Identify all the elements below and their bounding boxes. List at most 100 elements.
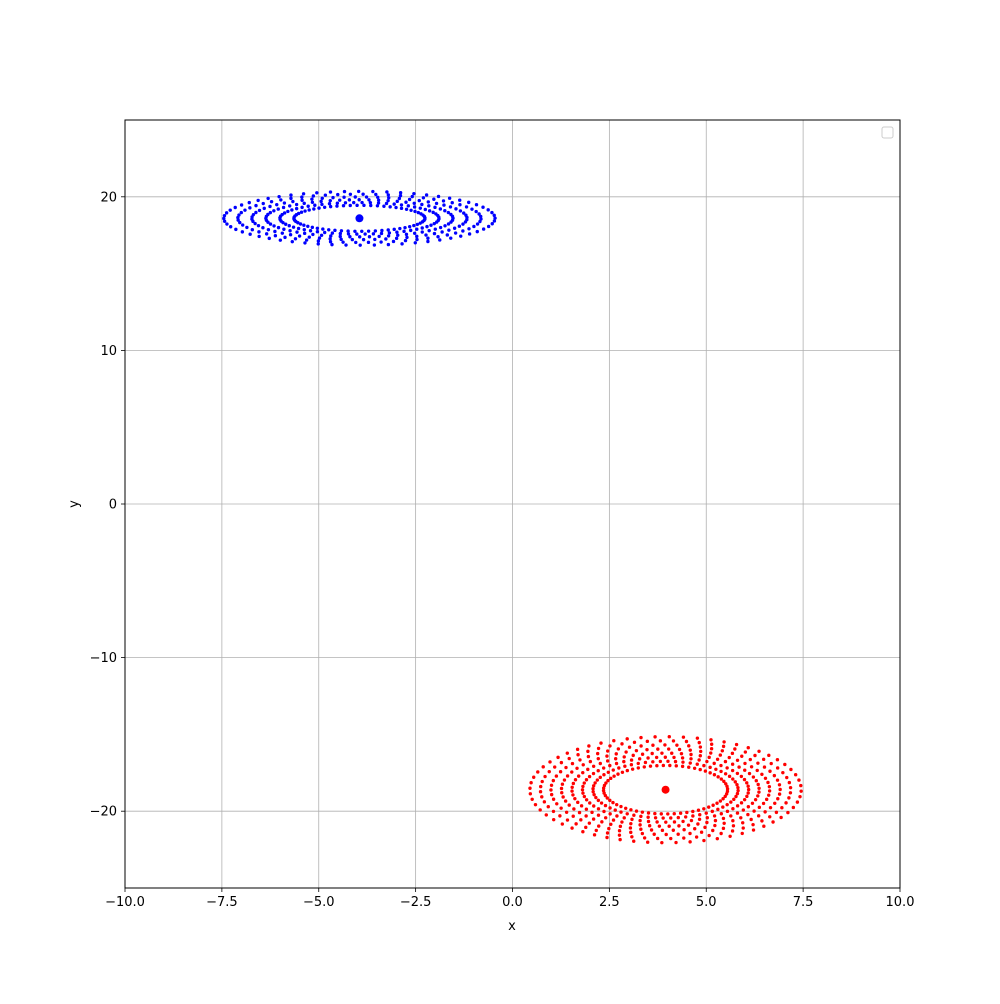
data-point bbox=[653, 811, 657, 816]
data-point bbox=[574, 822, 578, 826]
data-point bbox=[727, 755, 731, 760]
data-point bbox=[685, 810, 689, 815]
data-point bbox=[766, 780, 770, 785]
data-point bbox=[581, 829, 585, 834]
data-point bbox=[793, 773, 798, 777]
data-point bbox=[730, 829, 735, 833]
data-point bbox=[735, 771, 740, 776]
data-point bbox=[721, 805, 725, 809]
data-point bbox=[666, 759, 670, 764]
data-point bbox=[724, 782, 728, 786]
data-point bbox=[490, 222, 494, 226]
data-point bbox=[734, 742, 739, 747]
data-point bbox=[740, 831, 744, 836]
data-point bbox=[643, 760, 648, 765]
data-point bbox=[697, 758, 701, 762]
center-point bbox=[355, 214, 364, 223]
data-point bbox=[671, 739, 676, 743]
data-point bbox=[582, 794, 587, 799]
data-point bbox=[697, 740, 701, 745]
data-point bbox=[436, 194, 441, 199]
data-point bbox=[736, 785, 740, 790]
data-point bbox=[549, 792, 554, 797]
data-point bbox=[459, 234, 463, 238]
data-point bbox=[587, 744, 591, 748]
data-point bbox=[692, 766, 697, 770]
data-point bbox=[647, 824, 652, 828]
data-point bbox=[605, 796, 609, 800]
data-point bbox=[719, 812, 724, 816]
data-point bbox=[438, 238, 442, 242]
data-point bbox=[757, 805, 762, 810]
data-point bbox=[615, 814, 619, 818]
data-point bbox=[732, 797, 736, 802]
data-point bbox=[458, 203, 462, 207]
data-point bbox=[248, 232, 252, 236]
data-point bbox=[554, 774, 559, 778]
data-point bbox=[718, 799, 723, 803]
data-point bbox=[639, 744, 643, 748]
data-point bbox=[576, 753, 580, 757]
data-point bbox=[653, 816, 658, 820]
data-point bbox=[467, 227, 471, 231]
data-point bbox=[560, 791, 564, 795]
data-point bbox=[266, 196, 270, 201]
data-point bbox=[739, 774, 744, 779]
data-point bbox=[395, 199, 399, 204]
data-point bbox=[288, 229, 292, 233]
data-point bbox=[654, 755, 659, 760]
data-point bbox=[311, 194, 316, 198]
data-point bbox=[696, 808, 701, 812]
data-point bbox=[344, 243, 348, 247]
data-point bbox=[768, 769, 772, 773]
data-point bbox=[584, 825, 588, 830]
data-point bbox=[576, 774, 581, 778]
data-point bbox=[366, 240, 371, 245]
data-point bbox=[446, 222, 451, 226]
data-point bbox=[294, 202, 299, 207]
data-point bbox=[761, 757, 766, 762]
data-point bbox=[787, 780, 792, 785]
data-point bbox=[565, 818, 570, 822]
data-point bbox=[376, 198, 381, 202]
data-point bbox=[638, 818, 642, 823]
data-point bbox=[323, 193, 328, 197]
data-point bbox=[306, 204, 310, 208]
data-point bbox=[622, 816, 626, 820]
data-point bbox=[247, 200, 251, 205]
data-point bbox=[374, 192, 378, 197]
data-point bbox=[768, 815, 772, 819]
data-point bbox=[735, 783, 739, 787]
data-point bbox=[581, 784, 585, 789]
data-point bbox=[751, 828, 756, 832]
data-point bbox=[698, 745, 703, 749]
data-point bbox=[416, 210, 421, 215]
data-point bbox=[630, 817, 634, 822]
data-point bbox=[575, 766, 579, 771]
data-point bbox=[387, 231, 392, 235]
data-point bbox=[705, 816, 709, 820]
data-point bbox=[429, 223, 433, 227]
data-point bbox=[551, 778, 556, 783]
data-point bbox=[243, 208, 247, 212]
data-point bbox=[778, 787, 782, 792]
data-point bbox=[268, 210, 273, 215]
data-point bbox=[392, 227, 396, 232]
data-point bbox=[671, 828, 676, 832]
data-point bbox=[676, 815, 680, 820]
data-point bbox=[228, 225, 233, 229]
data-point bbox=[541, 765, 545, 769]
data-point bbox=[630, 767, 635, 771]
data-point bbox=[688, 761, 692, 765]
data-point bbox=[449, 236, 453, 240]
data-point bbox=[798, 794, 802, 799]
data-point bbox=[361, 237, 366, 242]
data-point bbox=[316, 242, 320, 246]
data-point bbox=[421, 213, 425, 217]
data-point bbox=[743, 750, 748, 754]
data-point bbox=[313, 203, 317, 207]
data-point bbox=[328, 237, 332, 241]
data-point bbox=[239, 203, 244, 207]
data-point bbox=[283, 235, 287, 240]
data-point bbox=[683, 815, 688, 819]
